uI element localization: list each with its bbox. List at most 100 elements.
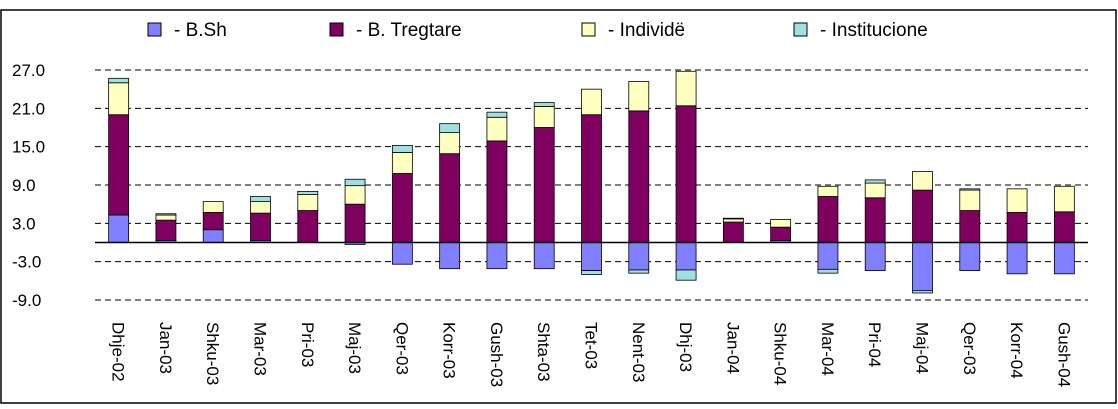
bar-segment	[959, 189, 981, 211]
x-tick-label: Maj-04	[913, 322, 932, 374]
bar-segment	[770, 219, 792, 228]
bar-segment	[959, 210, 981, 243]
bar-segment	[628, 81, 650, 112]
bar-segment	[108, 82, 130, 116]
legend-label: - B.Sh	[174, 20, 227, 41]
bar-segment	[675, 242, 697, 271]
bar-segment	[439, 123, 461, 134]
x-tick-label: Jan-03	[156, 322, 175, 374]
bar-segment	[155, 219, 177, 241]
bar-segment	[864, 242, 886, 272]
bar-segment	[202, 212, 224, 231]
bar-segment	[391, 152, 413, 174]
bar-segment	[912, 290, 933, 294]
x-tick-label: Qer-03	[392, 322, 411, 375]
bar-segment	[581, 242, 602, 272]
bar-segment	[297, 210, 319, 243]
legend-swatch	[329, 22, 344, 37]
bar-segment	[628, 110, 650, 243]
x-tick-label: Mar-04	[818, 322, 837, 376]
bar-segment	[1053, 211, 1075, 243]
bar-segment	[486, 140, 508, 243]
bar-segment	[533, 242, 555, 270]
bar-segment	[1006, 212, 1028, 243]
bar-segment	[391, 144, 413, 153]
bar-segment	[675, 70, 697, 107]
bar-segment	[722, 217, 744, 220]
x-tick-label: Jan-04	[723, 322, 742, 374]
bar-segment	[533, 127, 555, 243]
bar-segment	[533, 102, 555, 107]
legend: - B.Sh - B. Tregtare - Individë - Instituci…	[147, 20, 928, 41]
bars	[108, 70, 1075, 294]
bar-segment	[108, 114, 130, 216]
bar-segment	[1053, 242, 1075, 275]
bar-segment	[581, 114, 602, 243]
bar-segment	[344, 178, 366, 187]
x-tick-label: Pri-03	[298, 322, 317, 367]
bar-segment	[297, 190, 319, 195]
bar-segment	[202, 201, 224, 213]
bar-segment	[817, 268, 839, 274]
bar-segment	[486, 116, 508, 142]
bar-segment	[439, 242, 461, 270]
bar-segment	[817, 196, 839, 243]
x-tick-label: Pri-04	[865, 322, 884, 367]
x-tick-label: Korr-04	[1007, 322, 1026, 379]
bar-segment	[864, 197, 886, 243]
y-tick-label: 9.0	[12, 176, 36, 195]
x-tick-label: Nent-03	[629, 322, 648, 382]
bar-segment	[628, 242, 650, 271]
bar-segment	[770, 226, 792, 241]
bar-segment	[1006, 188, 1028, 213]
y-tick-label: 21.0	[12, 99, 45, 118]
x-tick-label: Gush-04	[1054, 322, 1073, 387]
x-tick-label: Korr-03	[440, 322, 459, 379]
bar-segment	[250, 196, 271, 203]
bar-segment	[817, 242, 839, 270]
y-tick-label: -9.0	[12, 291, 41, 310]
x-tick-label: Mar-03	[251, 322, 270, 376]
bar-segment	[108, 214, 130, 243]
bar-segment	[250, 201, 271, 214]
bar-segment	[297, 194, 319, 211]
bar-segment	[533, 106, 555, 128]
y-tick-label: 15.0	[12, 138, 45, 157]
bar-segment	[108, 77, 130, 84]
x-tick-label: Dhj-03	[676, 322, 695, 372]
bar-segment	[486, 111, 508, 118]
x-tick-label: Shku-04	[771, 322, 790, 385]
bar-segment	[912, 189, 933, 243]
bar-segment	[486, 242, 508, 270]
x-tick-label: Gush-03	[487, 322, 506, 387]
legend-label: - B. Tregtare	[356, 20, 462, 41]
legend-label: - Institucione	[820, 20, 928, 41]
bar-segment	[439, 153, 461, 243]
bar-segment	[864, 182, 886, 199]
bar-segment	[675, 269, 697, 281]
bar-segment	[1053, 185, 1075, 213]
bar-segment	[155, 214, 177, 221]
bar-segment	[959, 242, 981, 272]
bar-segment	[344, 203, 366, 243]
y-tick-label: 3.0	[12, 214, 36, 233]
bar-segment	[817, 185, 839, 197]
x-tick-label: Maj-03	[345, 322, 364, 374]
legend-swatch	[581, 22, 596, 37]
legend-label: - Individë	[608, 20, 685, 41]
y-tick-label: -3.0	[12, 253, 41, 272]
bar-segment	[344, 185, 366, 205]
bar-segment	[959, 188, 981, 191]
x-tick-label: Dhje-02	[109, 322, 128, 382]
bar-segment	[912, 171, 933, 191]
legend-swatch	[147, 22, 162, 37]
y-tick-label: 27.0	[12, 61, 45, 80]
bar-segment	[250, 212, 271, 241]
bar-segment	[722, 221, 744, 243]
x-tick-label: Shku-03	[203, 322, 222, 385]
bar-segment	[155, 213, 177, 216]
x-tick-label: Tet-03	[582, 322, 601, 369]
bar-segment	[912, 242, 933, 291]
